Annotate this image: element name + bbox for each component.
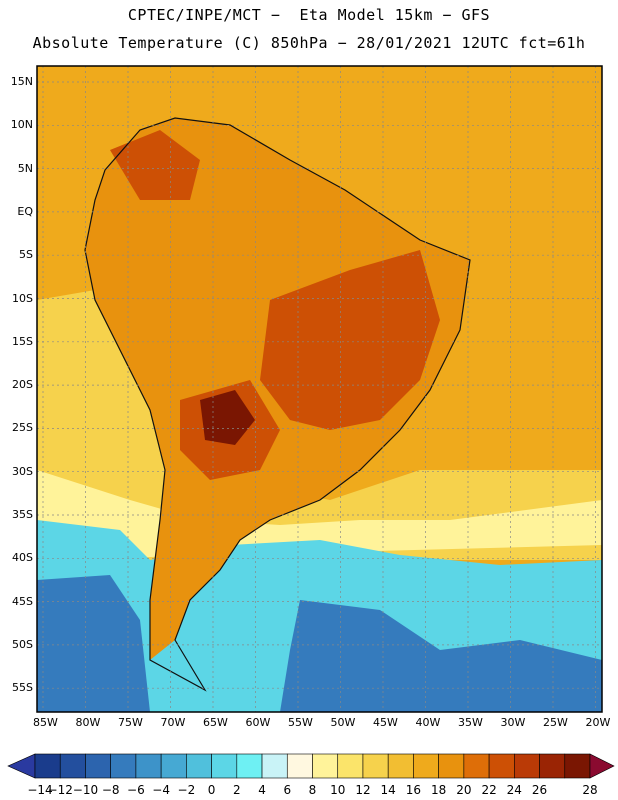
colorbar-label: −8 [101,783,120,797]
colorbar-label: 14 [380,783,396,797]
lat-label: 20S [12,378,33,392]
lon-label: 85W [33,716,58,729]
lat-label: 40S [12,551,33,565]
colorbar-segment [438,753,465,779]
lat-label: 5N [17,161,33,175]
lon-label: 45W [373,716,398,729]
colorbar-segment [463,753,490,779]
colorbar-label: −6 [127,783,145,797]
colorbar-label: 2 [232,783,241,797]
colorbar-label: 26 [531,783,548,797]
lat-label: 50S [12,637,33,651]
cold-region [37,575,150,712]
cold-region-south [280,600,602,712]
lat-label: 30S [12,464,33,478]
colorbar-label: −10 [72,783,99,797]
lat-label: 10N [10,118,33,132]
colorbar-label: −4 [152,783,170,797]
colorbar-segment [539,753,566,779]
colorbar-label: 0 [207,783,216,797]
lat-label: 55S [12,681,33,695]
lat-label: 45S [12,594,33,608]
lat-label: 15S [12,334,33,348]
colorbar-segment [488,753,515,779]
lat-label: 35S [12,508,33,521]
lon-label: 40W [415,716,441,729]
lon-label: 70W [160,716,186,729]
coastline [84,117,471,692]
lon-label: 65W [203,716,228,729]
lon-label: 20W [585,716,611,729]
colorbar-segment [160,753,187,779]
colorbar-segment [312,753,339,779]
colorbar-max-arrow [589,753,615,779]
lon-label: 25W [543,716,568,729]
colorbar-segment [34,753,61,779]
colorbar-segment [110,753,137,779]
colorbar-label: 28 [582,783,598,797]
colorbar-label: −14 [27,783,53,797]
colorbar-label: 12 [355,783,371,797]
colorbar-segment [236,753,263,779]
colorbar-segment [413,753,439,779]
colorbar-segment [135,753,162,779]
lat-label: 15N [10,75,33,88]
colorbar-label: 8 [308,783,317,797]
colorbar-label: 16 [405,783,422,797]
colorbar-segment [337,753,364,779]
colorbar-segment [59,753,86,779]
lon-label: 75W [118,716,143,729]
chart-title-line2: Absolute Temperature (C) 850hPa − 28/01/… [32,34,586,52]
land-hot [260,250,440,430]
colorbar-label: 10 [330,783,346,797]
lat-label: 25S [12,421,33,435]
graticule [37,66,602,712]
map-frame [36,65,603,713]
colorbar-segment [387,753,414,779]
lon-label: 60W [245,716,271,729]
colorbar-label: −2 [177,783,196,797]
land-hot-north [110,130,200,200]
lon-label: 80W [75,716,101,729]
colorbar-label: 4 [258,783,266,797]
lon-label: 55W [288,716,313,729]
lon-label: 30W [500,716,526,729]
colorbar-segment [261,753,288,779]
colorbar-segment [362,753,389,779]
lat-label: EQ [17,204,33,218]
colorbar-label: 24 [506,783,522,797]
map-field [37,66,602,712]
lat-label: 5S [19,248,33,262]
colorbar-segment [286,753,313,779]
colorbar-label: 6 [283,783,292,797]
chart-title-line1: CPTEC/INPE/MCT − Eta Model 15km − GFS [127,6,491,24]
colorbar-segment [211,753,238,779]
lat-label: 10S [12,291,33,305]
colorbar-segment [85,753,111,779]
colorbar-segment [186,753,212,779]
colorbar-segment [514,753,540,779]
lon-label: 35W [458,716,483,729]
colorbar-label: 22 [481,783,497,797]
land-hottest [200,390,255,445]
colorbar [7,753,615,779]
lon-label: 50W [330,716,356,729]
colorbar-label: −12 [47,783,73,797]
colorbar-segment [564,753,591,779]
colorbar-label: 20 [456,783,472,797]
yellow-west-band [37,290,160,440]
colorbar-label: 18 [430,783,447,797]
colorbar-min-arrow [7,753,36,779]
